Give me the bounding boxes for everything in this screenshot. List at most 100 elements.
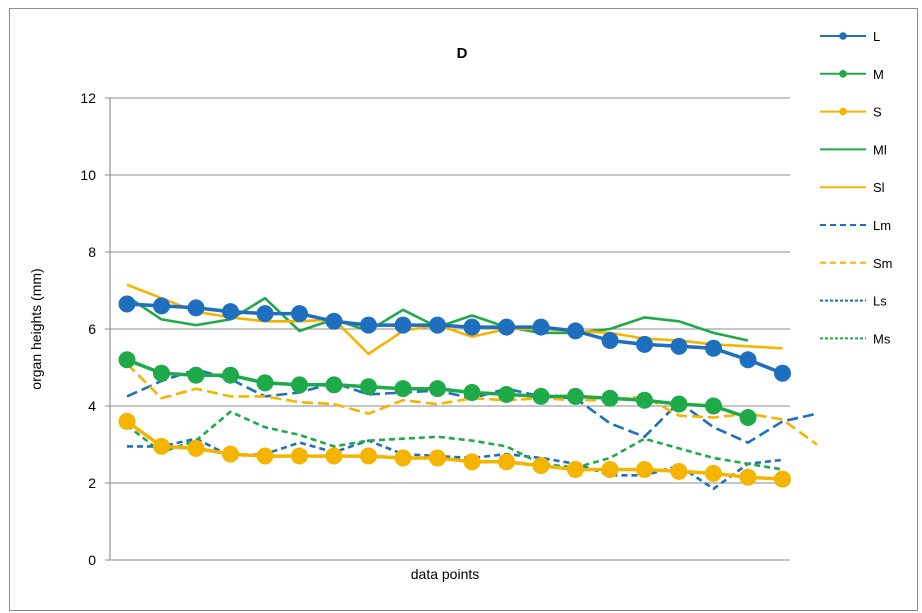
data-point xyxy=(187,439,205,457)
data-point xyxy=(429,316,446,334)
legend-label: Ml xyxy=(873,142,887,157)
legend-item-sm: Sm xyxy=(820,256,893,271)
data-point xyxy=(532,318,550,336)
data-point xyxy=(636,391,653,409)
data-point xyxy=(705,397,722,415)
data-point xyxy=(118,295,136,313)
data-point xyxy=(636,461,653,479)
data-point xyxy=(153,364,170,382)
data-point xyxy=(325,376,343,394)
series-ls xyxy=(127,437,783,491)
data-point xyxy=(532,457,550,475)
y-tick-label: 4 xyxy=(88,398,96,414)
data-point xyxy=(222,445,239,463)
data-point xyxy=(394,316,412,334)
legend-item-m: M xyxy=(820,67,884,82)
data-point xyxy=(256,374,274,392)
data-point xyxy=(118,412,136,430)
data-point xyxy=(187,299,205,317)
line-chart: D 0 2 4 6 8 10 12 data points organ heights (m… xyxy=(28,29,893,582)
series-l xyxy=(118,295,791,382)
data-point xyxy=(291,305,308,323)
data-point xyxy=(463,384,481,402)
data-point xyxy=(394,449,412,467)
legend-label: M xyxy=(873,67,884,82)
data-point xyxy=(774,364,791,382)
data-point xyxy=(153,437,170,455)
legend-marker xyxy=(839,32,847,40)
legend-label: Ls xyxy=(873,294,887,309)
legend-item-ms: Ms xyxy=(820,331,891,346)
data-point xyxy=(532,387,550,405)
data-point xyxy=(429,449,446,467)
data-point xyxy=(463,453,481,471)
data-point xyxy=(118,351,136,369)
data-point xyxy=(429,380,446,398)
data-point xyxy=(567,387,584,405)
legend-label: S xyxy=(873,105,882,120)
data-point xyxy=(291,376,308,394)
data-point xyxy=(360,316,377,334)
data-point xyxy=(394,380,412,398)
data-point xyxy=(601,461,619,479)
data-point xyxy=(739,351,757,369)
data-point xyxy=(463,318,481,336)
y-tick-label: 6 xyxy=(88,321,96,337)
legend-item-l: L xyxy=(820,29,880,44)
legend-marker xyxy=(839,107,847,116)
data-point xyxy=(567,322,584,340)
data-point xyxy=(601,332,619,350)
legend-item-sl: Sl xyxy=(820,180,885,195)
data-point xyxy=(705,339,722,357)
data-point xyxy=(498,318,515,336)
data-point xyxy=(670,462,688,480)
series-sm xyxy=(126,362,818,446)
series-line xyxy=(127,437,783,491)
data-point xyxy=(498,385,515,403)
legend-marker xyxy=(839,70,847,78)
data-point xyxy=(360,378,377,396)
data-point xyxy=(739,409,757,427)
legend-label: Lm xyxy=(873,218,891,233)
legend: L M S Ml Sl Lm Sm Ls Ms xyxy=(820,29,893,346)
chart-title: D xyxy=(457,45,468,62)
series-line xyxy=(126,362,818,446)
data-point xyxy=(187,366,205,384)
series-m xyxy=(118,351,757,427)
y-tick-label: 8 xyxy=(88,244,96,260)
data-point xyxy=(739,468,757,486)
series-s xyxy=(118,412,791,488)
legend-item-ml: Ml xyxy=(820,142,887,157)
data-point xyxy=(705,464,722,482)
data-point xyxy=(291,447,308,465)
data-point xyxy=(670,337,688,355)
data-point xyxy=(360,447,377,465)
data-point xyxy=(670,395,688,413)
data-point xyxy=(325,312,343,330)
legend-label: Sm xyxy=(873,256,893,271)
series-layer xyxy=(118,283,818,491)
y-tick-label: 10 xyxy=(80,167,96,183)
y-tick-label: 12 xyxy=(80,90,96,106)
y-axis-ticks: 0 2 4 6 8 10 12 xyxy=(80,90,110,568)
data-point xyxy=(601,389,619,407)
legend-item-ls: Ls xyxy=(820,294,887,309)
series-ms xyxy=(126,410,783,471)
data-point xyxy=(256,305,274,323)
series-line xyxy=(126,410,783,471)
legend-label: L xyxy=(873,29,880,44)
legend-item-lm: Lm xyxy=(820,218,891,233)
legend-label: Ms xyxy=(873,331,891,346)
x-axis-label: data points xyxy=(411,566,480,582)
data-point xyxy=(325,447,343,465)
data-point xyxy=(774,470,791,488)
data-point xyxy=(498,453,515,471)
data-point xyxy=(153,297,170,315)
gridlines xyxy=(110,97,790,561)
data-point xyxy=(222,303,239,321)
data-point xyxy=(636,335,653,353)
data-point xyxy=(222,366,239,384)
legend-item-s: S xyxy=(820,105,882,120)
y-tick-label: 0 xyxy=(88,552,96,568)
legend-label: Sl xyxy=(873,180,885,195)
